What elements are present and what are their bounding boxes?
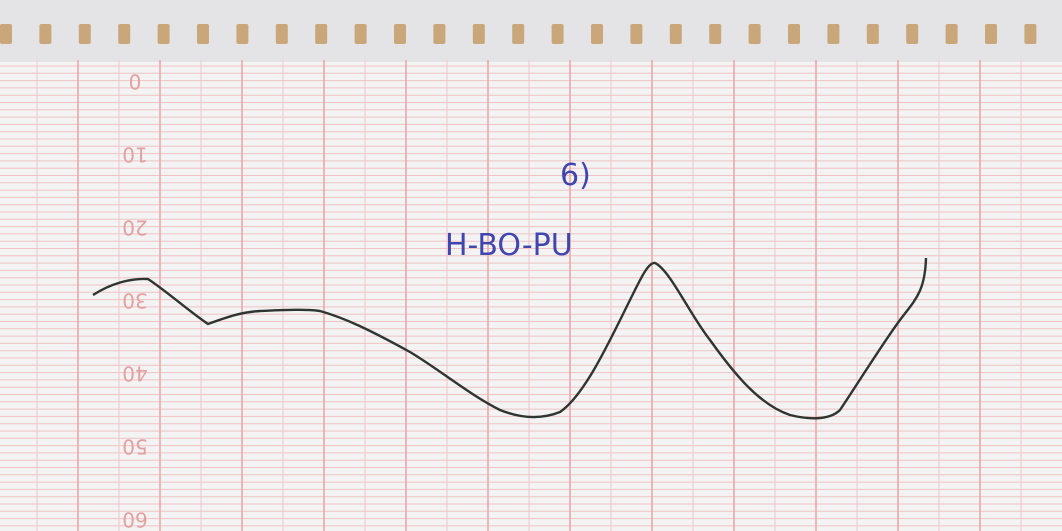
scale-label: 10	[122, 143, 147, 167]
perforation-hole	[118, 24, 130, 44]
scale-label: 0	[129, 70, 142, 94]
perforation-hole	[433, 24, 445, 44]
scale-label: 20	[122, 216, 147, 240]
perforation-hole	[0, 24, 12, 44]
scale-label: 30	[122, 289, 147, 313]
scale-label: 60	[122, 508, 147, 531]
perforation-hole	[749, 24, 761, 44]
perforation-hole	[197, 24, 209, 44]
perforation-hole	[236, 24, 248, 44]
perforation-hole	[827, 24, 839, 44]
perforation-hole	[709, 24, 721, 44]
perforation-hole	[39, 24, 51, 44]
scale-label: 40	[122, 362, 147, 386]
perforation-hole	[788, 24, 800, 44]
perforation-hole	[670, 24, 682, 44]
chart-recorder-photo: 0 10 20 30 40 50 60 6) H-BO-PU	[0, 0, 1062, 531]
perforation-hole	[1024, 24, 1036, 44]
perforation-hole	[512, 24, 524, 44]
perforation-hole	[276, 24, 288, 44]
handwritten-number: 6)	[560, 158, 591, 193]
perforation-hole	[946, 24, 958, 44]
perforation-hole	[552, 24, 564, 44]
perforation-hole	[867, 24, 879, 44]
perforation-hole	[158, 24, 170, 44]
perforation-hole	[591, 24, 603, 44]
handwritten-label: H-BO-PU	[445, 228, 573, 263]
perforation-hole	[985, 24, 997, 44]
perforation-hole	[315, 24, 327, 44]
scale-label: 50	[122, 435, 147, 459]
perforation-hole	[394, 24, 406, 44]
perforation-hole	[355, 24, 367, 44]
perforation-hole	[906, 24, 918, 44]
perforation-hole	[79, 24, 91, 44]
perforation-hole	[473, 24, 485, 44]
perforation-hole	[630, 24, 642, 44]
